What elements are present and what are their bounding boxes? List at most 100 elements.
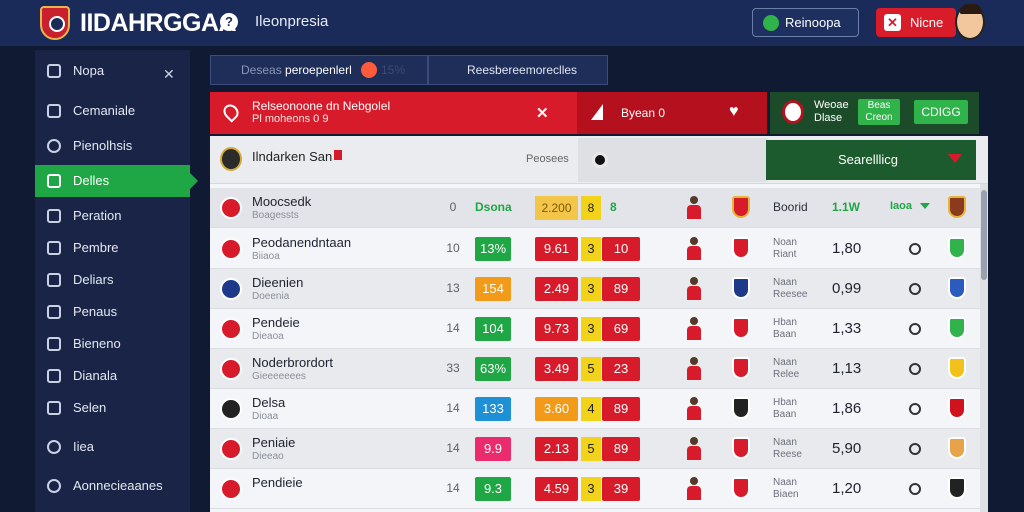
stat-badge-c[interactable]: 5: [581, 357, 601, 381]
odds-value[interactable]: 0,99: [832, 280, 862, 297]
sidebar-item-4[interactable]: Peration: [35, 200, 190, 232]
stat-badge-a[interactable]: 9.9: [475, 437, 511, 461]
team-crest-icon: [220, 438, 242, 460]
odds-value[interactable]: 1,20: [832, 480, 862, 497]
avatar[interactable]: [955, 4, 985, 40]
stat-badge-d[interactable]: 39: [602, 477, 640, 501]
close-icon[interactable]: ✕: [163, 66, 175, 82]
header-col-c[interactable]: 8: [581, 196, 601, 220]
scrollbar-thumb[interactable]: [981, 190, 987, 280]
matches-played: 33: [446, 361, 460, 375]
stat-badge-b[interactable]: 2.13: [535, 437, 578, 461]
table-row[interactable]: Delsa Dioaa 14 133 3.60 4 89 Hban Baan 1,86: [210, 389, 980, 429]
close-button[interactable]: ✕ Nicne: [876, 8, 956, 37]
table-row[interactable]: Noderbrordort Gieeeeeees 33 63% 3.49 5 23 Naan …: [210, 349, 980, 389]
odds-value[interactable]: 1,80: [832, 240, 862, 257]
table-row[interactable]: Peniaie Dieeao 14 9.9 2.13 5 89 Naan Reese 5,90: [210, 429, 980, 469]
table-row[interactable]: Dieenien Doeenia 13 154 2.49 3 89 Naan Reesee 0,…: [210, 269, 980, 309]
sidebar-item-9[interactable]: Dianala: [35, 360, 190, 392]
tab-1[interactable]: Deseas peroepenlerl 15%: [210, 55, 428, 85]
sidebar-header[interactable]: Nopa ✕: [35, 55, 190, 87]
brand-name[interactable]: IIDAHRGGAA: [80, 9, 237, 37]
team-summary[interactable]: Weoae Dlase Beas Creon CDIGG: [770, 92, 979, 134]
match-header[interactable]: Relseonoone dn Nebgolel Pl moheons 0 9 ✕: [210, 92, 577, 134]
menu-icon: [47, 64, 61, 78]
clock-icon[interactable]: [909, 403, 921, 415]
stat-badge-a[interactable]: 104: [475, 317, 511, 341]
calendar-icon: [47, 174, 61, 188]
brand-logo-icon[interactable]: [40, 6, 70, 40]
sidebar-item-10[interactable]: Selen: [35, 392, 190, 424]
table-row[interactable]: Pendeie Dieaoa 14 104 9.73 3 69 Hban Baan 1,33: [210, 309, 980, 349]
odds-value[interactable]: 5,90: [832, 440, 862, 457]
stat-badge-d[interactable]: 10: [602, 237, 640, 261]
stat-badge-c[interactable]: 3: [581, 317, 601, 341]
odds-value[interactable]: 1,86: [832, 400, 862, 417]
player-icon: [685, 437, 703, 461]
clock-icon[interactable]: [909, 323, 921, 335]
heart-icon[interactable]: ♥: [729, 103, 739, 120]
header-col-odds[interactable]: 1.1W: [832, 200, 861, 214]
stat-badge-d[interactable]: 69: [602, 317, 640, 341]
stat-badge-c[interactable]: 5: [581, 437, 601, 461]
table-row[interactable]: Peodanendntaan Biiaoa 10 13% 9.61 3 10 Noan Ria…: [210, 229, 980, 269]
stat-badge-a[interactable]: 63%: [475, 357, 511, 381]
clock-icon[interactable]: [909, 363, 921, 375]
selected-team[interactable]: Ilndarken San: [252, 149, 333, 164]
team-subtitle: Dieaoa: [252, 331, 284, 342]
sidebar-item-12[interactable]: Aonnecieaanes: [35, 470, 190, 502]
table-row[interactable]: Pendieie 14 9.3 4.59 3 39 Naan Biaen 1,20: [210, 469, 980, 509]
stat-badge-a[interactable]: 133: [475, 397, 511, 421]
header-col-b[interactable]: 2.200: [535, 196, 578, 220]
odds-value[interactable]: 1,33: [832, 320, 862, 337]
search-button[interactable]: Searelllicg: [766, 140, 976, 180]
stat-badge-d[interactable]: 23: [602, 357, 640, 381]
clock-icon[interactable]: [909, 443, 921, 455]
stat-badge-b[interactable]: 9.73: [535, 317, 578, 341]
clock-icon[interactable]: [909, 483, 921, 495]
stat-badge-a[interactable]: 13%: [475, 237, 511, 261]
sidebar-item-7[interactable]: Penaus: [35, 296, 190, 328]
stat-badge-d[interactable]: 89: [602, 277, 640, 301]
header-team: Moocsedk: [252, 194, 312, 209]
stat-badge-b[interactable]: 3.60: [535, 397, 578, 421]
status-button[interactable]: Reinoopa: [752, 8, 859, 37]
stat-badge-b[interactable]: 2.49: [535, 277, 578, 301]
sidebar-item-6[interactable]: Deliars: [35, 264, 190, 296]
sidebar-item-3-active[interactable]: Delles: [35, 165, 198, 197]
header-col-a[interactable]: Dsona: [475, 200, 512, 214]
header-col-score[interactable]: Boorid: [773, 200, 808, 214]
match-info[interactable]: Byean 0 ♥: [577, 92, 767, 134]
header-col-filter[interactable]: Iaoa: [890, 200, 931, 212]
match-meta: Naan Biaen: [773, 477, 799, 500]
stat-badge-c[interactable]: 3: [581, 277, 601, 301]
sidebar-item-1[interactable]: Cemaniale: [35, 95, 190, 127]
sidebar-item-8[interactable]: Bieneno: [35, 328, 190, 360]
team-summary-badge[interactable]: Beas Creon: [858, 99, 900, 125]
stat-badge-c[interactable]: 3: [581, 477, 601, 501]
clock-icon[interactable]: [909, 283, 921, 295]
clock-icon[interactable]: [909, 243, 921, 255]
help-icon[interactable]: ?: [220, 13, 238, 31]
odds-value[interactable]: 1,13: [832, 360, 862, 377]
tools-icon[interactable]: ✕: [536, 105, 549, 122]
stat-badge-c[interactable]: 4: [581, 397, 601, 421]
stat-badge-b[interactable]: 3.49: [535, 357, 578, 381]
stat-badge-b[interactable]: 9.61: [535, 237, 578, 261]
header-col-d[interactable]: 8: [610, 200, 617, 214]
stat-badge-b[interactable]: 4.59: [535, 477, 578, 501]
team-summary-code[interactable]: CDIGG: [914, 100, 968, 124]
stat-badge-a[interactable]: 154: [475, 277, 511, 301]
player-icon: [685, 357, 703, 381]
stat-badge-c[interactable]: 3: [581, 237, 601, 261]
sidebar-item-2[interactable]: Pienolhsis: [35, 130, 190, 162]
scrollbar[interactable]: [980, 184, 988, 512]
stat-badge-a[interactable]: 9.3: [475, 477, 511, 501]
tab-2[interactable]: Reesbereemoreclles: [428, 55, 608, 85]
sidebar-item-11[interactable]: Iiea: [35, 431, 190, 463]
filter-toggle[interactable]: [578, 138, 768, 182]
stat-badge-d[interactable]: 89: [602, 397, 640, 421]
sidebar-item-label: Peration: [73, 208, 122, 223]
sidebar-item-5[interactable]: Pembre: [35, 232, 190, 264]
stat-badge-d[interactable]: 89: [602, 437, 640, 461]
